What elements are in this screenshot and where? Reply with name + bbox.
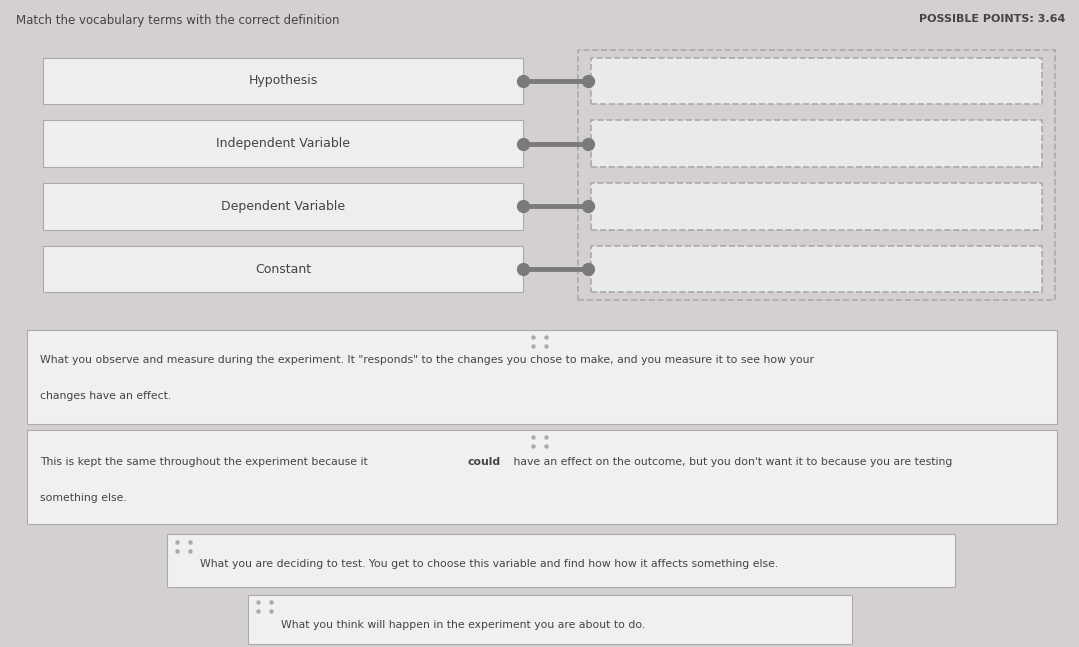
Bar: [591, 183, 1042, 230]
Bar: [43, 58, 523, 104]
Text: something else.: something else.: [40, 493, 126, 503]
Bar: [43, 120, 523, 167]
Text: Match the vocabulary terms with the correct definition: Match the vocabulary terms with the corr…: [16, 14, 340, 27]
Text: could: could: [467, 457, 501, 467]
Text: have an effect on the outcome, but you don't want it to because you are testing: have an effect on the outcome, but you d…: [510, 457, 953, 467]
Bar: [578, 50, 1055, 300]
Bar: [591, 246, 1042, 292]
Bar: [248, 595, 852, 644]
Text: changes have an effect.: changes have an effect.: [40, 391, 172, 401]
Text: Dependent Variable: Dependent Variable: [221, 200, 345, 213]
Text: Constant: Constant: [255, 263, 312, 276]
Bar: [167, 534, 955, 587]
Text: What you are deciding to test. You get to choose this variable and find how how : What you are deciding to test. You get t…: [200, 559, 778, 569]
Text: What you observe and measure during the experiment. It "responds" to the changes: What you observe and measure during the …: [40, 355, 814, 364]
Bar: [43, 246, 523, 292]
Bar: [27, 330, 1057, 424]
Text: This is kept the same throughout the experiment because it: This is kept the same throughout the exp…: [40, 457, 371, 467]
Text: Independent Variable: Independent Variable: [216, 137, 351, 150]
Text: Hypothesis: Hypothesis: [248, 74, 318, 87]
Bar: [591, 58, 1042, 104]
Text: POSSIBLE POINTS: 3.64: POSSIBLE POINTS: 3.64: [918, 14, 1065, 24]
Bar: [27, 430, 1057, 524]
Bar: [43, 183, 523, 230]
Bar: [591, 120, 1042, 167]
Text: What you think will happen in the experiment you are about to do.: What you think will happen in the experi…: [281, 620, 645, 630]
